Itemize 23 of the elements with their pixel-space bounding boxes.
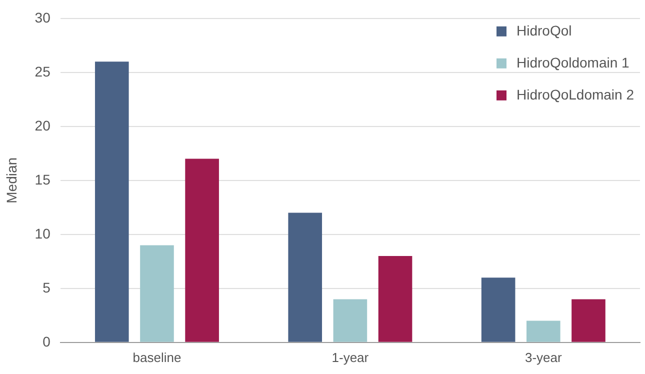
- y-tick-label: 10: [34, 225, 51, 242]
- legend-label: HidroQoLdomain 2: [516, 86, 634, 102]
- bar: [572, 299, 606, 342]
- y-tick-label: 5: [42, 279, 51, 296]
- x-tick-label: 1-year: [332, 350, 370, 365]
- bar: [185, 158, 219, 342]
- bar: [378, 256, 412, 342]
- bar: [333, 299, 368, 342]
- y-tick-label: 0: [42, 333, 51, 350]
- legend-label: HidroQol: [516, 22, 572, 38]
- legend-label: HidroQoldomain 1: [516, 54, 630, 70]
- bar: [481, 278, 516, 342]
- bar: [94, 62, 129, 342]
- y-tick-label: 30: [34, 9, 51, 26]
- x-tick-label: baseline: [132, 350, 182, 365]
- bar: [526, 320, 560, 342]
- x-tick-label: 3-year: [524, 350, 562, 365]
- bar: [288, 212, 322, 342]
- y-axis-title: Median: [3, 157, 20, 204]
- bar: [140, 245, 174, 342]
- y-tick-label: 20: [34, 117, 51, 134]
- y-tick-label: 15: [34, 171, 51, 188]
- y-tick-label: 25: [34, 63, 51, 80]
